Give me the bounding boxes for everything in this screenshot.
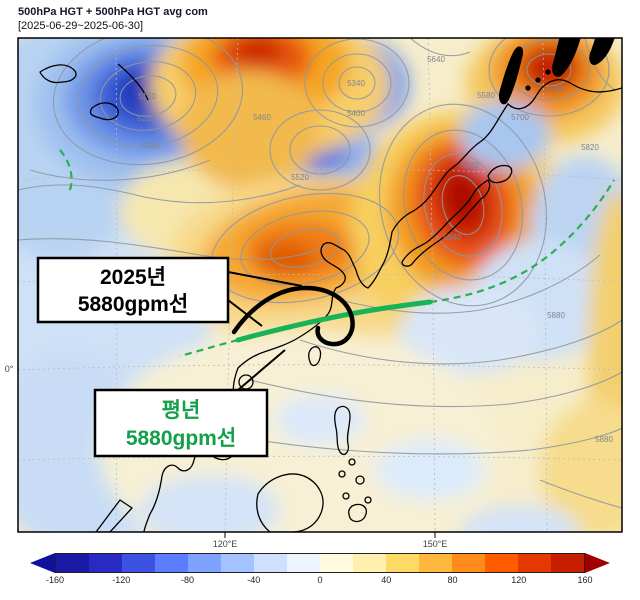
colorbar-tick: -80 xyxy=(180,575,195,585)
colorbar-tick: -160 xyxy=(45,575,65,585)
line-2025-5880 xyxy=(231,285,355,347)
colorbar-segment xyxy=(353,554,386,572)
graticule xyxy=(18,38,622,532)
annotation-2025-line1: 2025년 xyxy=(100,266,166,289)
colorbar-segment xyxy=(419,554,452,572)
contour-label: 5580 xyxy=(477,91,495,100)
colorbar-ticks: -160 -120 -80 -40 0 40 80 120 160 xyxy=(30,575,610,587)
lat-label-0: 0° xyxy=(5,364,14,374)
colorbar-segment xyxy=(386,554,419,572)
weather-map: 5160 5220 5280 5340 5400 5460 5520 5580 5640 5700… xyxy=(5,37,623,549)
colorbar-segment xyxy=(551,554,584,572)
contour-label: 5880 xyxy=(595,435,613,444)
contour-label: 5400 xyxy=(347,109,365,118)
contour-label: 5820 xyxy=(581,143,599,152)
colorbar-body xyxy=(55,553,585,573)
colorbar-segment xyxy=(188,554,221,572)
page-title: 500hPa HGT + 500hPa HGT avg com xyxy=(18,6,208,18)
annotation-climatology: 평년 5880gpm선 xyxy=(93,349,286,458)
contour-label: 5340 xyxy=(347,79,365,88)
lon-label-120e: 120°E xyxy=(213,539,238,549)
lon-label-150e: 150°E xyxy=(423,539,448,549)
contour-label: 5220 xyxy=(137,114,155,123)
colorbar-tick: 40 xyxy=(381,575,392,585)
contour-label: 5460 xyxy=(253,113,271,122)
title-block: 500hPa HGT + 500hPa HGT avg com [2025-06… xyxy=(18,5,208,33)
annotation-climatology-box xyxy=(93,388,269,458)
colorbar-segment xyxy=(221,554,254,572)
colorbar-segment xyxy=(254,554,287,572)
contour-label: 5940 xyxy=(443,233,461,242)
contour-label: 5760 xyxy=(547,85,565,94)
date-range: [2025-06-29~2025-06-30] xyxy=(18,20,144,32)
colorbar-segment xyxy=(452,554,485,572)
annotation-2025: 2025년 5880gpm선 xyxy=(36,256,303,327)
colorbar-segment xyxy=(155,554,188,572)
colorbar-tick: 0 xyxy=(317,575,323,585)
colorbar-segment xyxy=(518,554,551,572)
contour-label: 5520 xyxy=(291,173,309,182)
colorbar-segment xyxy=(320,554,353,572)
annotation-2025-line2: 5880gpm선 xyxy=(78,293,188,316)
colorbar-segment xyxy=(89,554,122,572)
contour-label: 5940 xyxy=(461,161,479,170)
annotation-2025-box xyxy=(36,256,230,324)
map-frame xyxy=(17,37,623,533)
line-climatology-5880 xyxy=(235,299,433,343)
colorbar-right-arrow xyxy=(585,553,610,573)
contour-label: 5640 xyxy=(427,55,445,64)
colorbar-tick: -120 xyxy=(112,575,131,585)
colorbar-tick: -40 xyxy=(247,575,261,585)
colorbar-left-arrow xyxy=(30,553,55,573)
contour-label: 5700 xyxy=(511,113,529,122)
colorbar-segment xyxy=(122,554,155,572)
annotation-climatology-line2: 5880gpm선 xyxy=(126,427,236,450)
colorbar-tick: 120 xyxy=(511,575,527,585)
colorbar-row xyxy=(30,553,610,573)
colorbar-segment xyxy=(287,554,320,572)
colorbar: -160 -120 -80 -40 0 40 80 120 160 xyxy=(30,553,610,585)
contour-label: 5160 xyxy=(138,92,156,101)
contour-labels: 5160 5220 5280 5340 5400 5460 5520 5580 5640 5700… xyxy=(137,55,613,444)
contour-label: 5880 xyxy=(547,311,565,320)
colorbar-tick: 160 xyxy=(577,575,593,585)
colorbar-tick: 80 xyxy=(447,575,458,585)
colorbar-segment xyxy=(56,554,89,572)
annotation-climatology-line1: 평년 xyxy=(162,399,201,422)
colorbar-segment xyxy=(485,554,518,572)
contour-label: 5280 xyxy=(141,141,159,150)
line-climatology-dashed xyxy=(59,149,615,358)
